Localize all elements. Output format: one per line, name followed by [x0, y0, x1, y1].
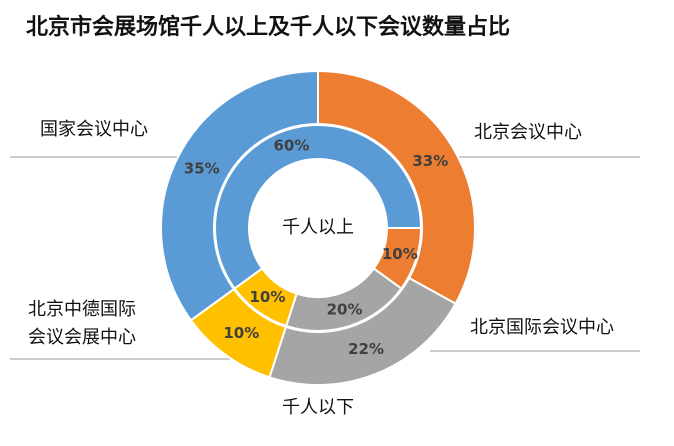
category-label: 北京中德国际会议会展中心	[28, 299, 136, 348]
value-label: 20%	[327, 300, 363, 318]
series-label: 千人以下	[282, 397, 354, 418]
category-label: 北京会议中心	[474, 122, 582, 143]
value-label: 10%	[249, 288, 285, 306]
chart-title: 北京市会展场馆千人以上及千人以下会议数量占比	[26, 14, 510, 40]
value-label: 60%	[273, 137, 309, 155]
value-label: 22%	[348, 340, 384, 358]
value-label: 10%	[223, 324, 259, 342]
category-label: 北京国际会议中心	[470, 317, 614, 338]
value-label: 10%	[382, 245, 418, 263]
donut-slice	[233, 267, 298, 328]
category-label: 国家会议中心	[40, 119, 148, 140]
value-label: 35%	[184, 159, 220, 177]
donut-slice	[214, 124, 423, 290]
value-label: 33%	[412, 152, 448, 170]
series-label: 千人以上	[282, 217, 354, 238]
